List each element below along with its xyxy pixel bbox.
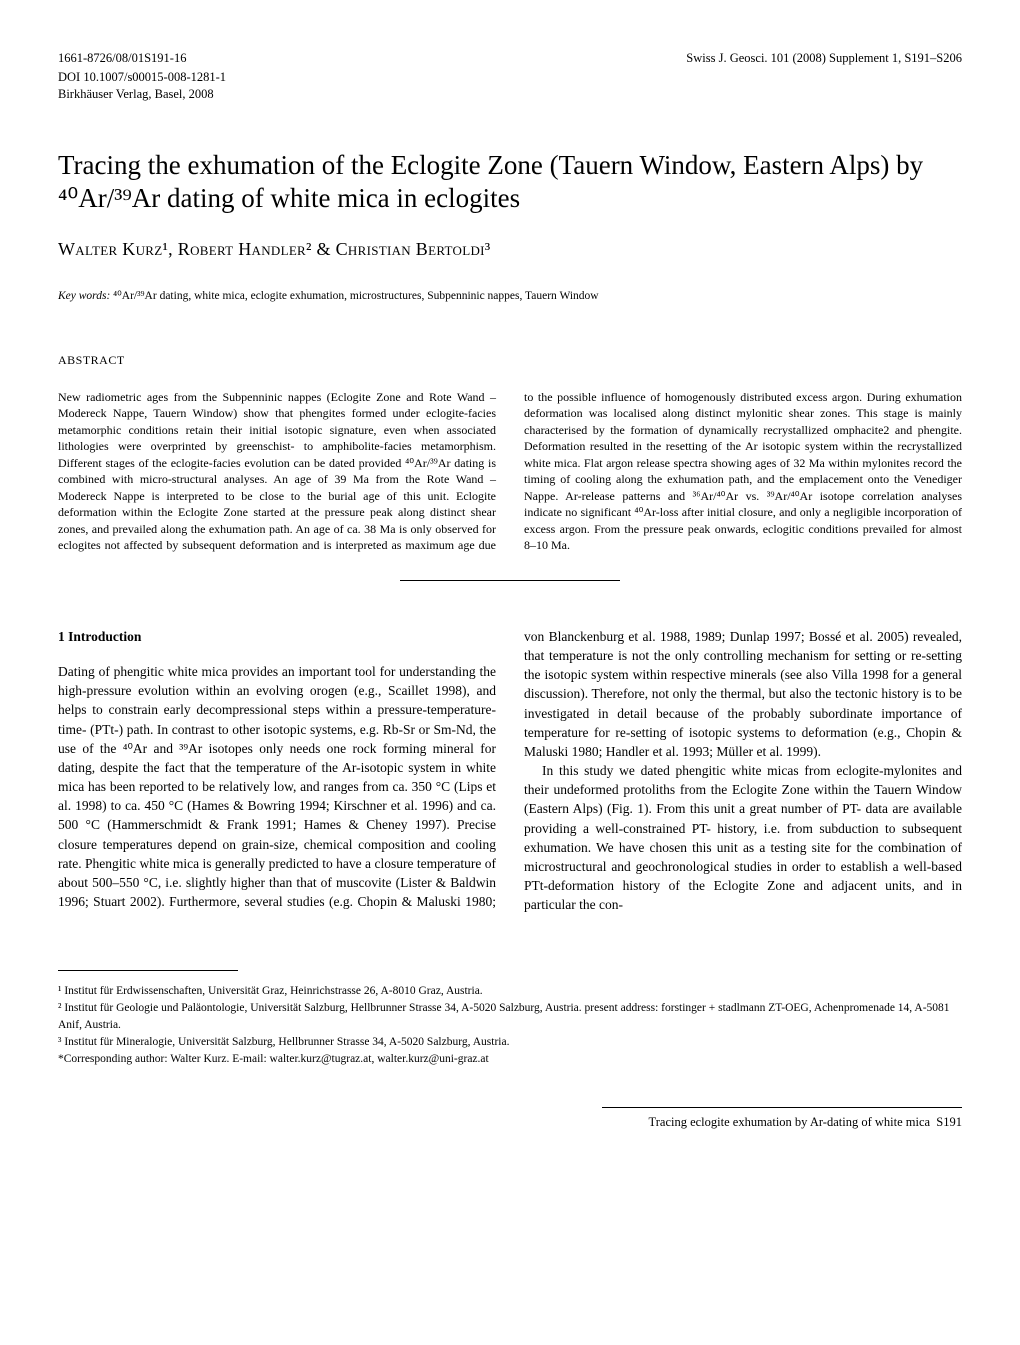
footnote-corresponding: *Corresponding author: Walter Kurz. E-ma… [58,1051,962,1067]
abstract-body: New radiometric ages from the Subpennini… [58,389,962,554]
body-columns: 1 Introduction Dating of phengitic white… [58,627,962,914]
body-paragraph-2: In this study we dated phengitic white m… [524,761,962,914]
footnote-3: ³ Institut für Mineralogie, Universität … [58,1034,962,1050]
header-doi: DOI 10.1007/s00015-008-1281-1 [58,69,962,86]
header-right-citation: Swiss J. Geosci. 101 (2008) Supplement 1… [686,50,962,67]
footnotes-rule [58,970,238,971]
page-number: S191 [936,1115,962,1129]
running-title: Tracing eclogite exhumation by Ar-dating… [649,1115,931,1129]
article-title: Tracing the exhumation of the Eclogite Z… [58,149,962,215]
keywords-label: Key words: [58,290,110,302]
author-list: Walter Kurz¹, Robert Handler² & Christia… [58,237,962,261]
footnote-1: ¹ Institut für Erdwissenschaften, Univer… [58,983,962,999]
running-footer: Tracing eclogite exhumation by Ar-dating… [649,1114,962,1131]
keywords-text: ⁴⁰Ar/³⁹Ar dating, white mica, eclogite e… [110,290,598,302]
footer-rule [602,1107,962,1108]
abstract-heading: ABSTRACT [58,352,962,368]
keywords-line: Key words: ⁴⁰Ar/³⁹Ar dating, white mica,… [58,289,962,305]
section-divider [400,580,620,581]
header-left-id: 1661-8726/08/01S191-16 [58,50,186,67]
footnotes-block: ¹ Institut für Erdwissenschaften, Univer… [58,983,962,1066]
header-publisher: Birkhäuser Verlag, Basel, 2008 [58,86,962,103]
footnote-2: ² Institut für Geologie und Paläontologi… [58,1000,962,1032]
section-1-heading: 1 Introduction [58,627,496,646]
